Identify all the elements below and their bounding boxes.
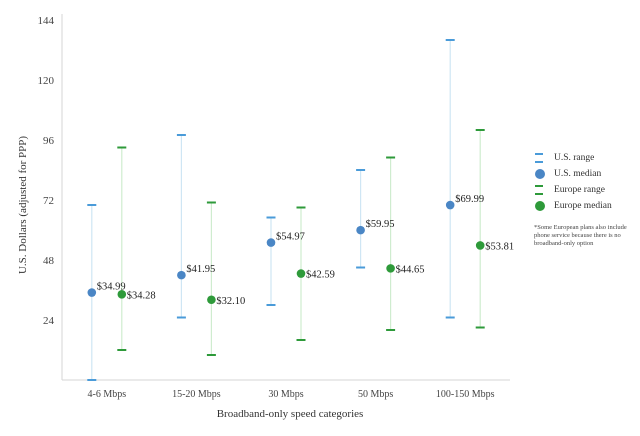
eu-median-point <box>207 295 216 305</box>
us-median-label: $41.95 <box>186 264 215 275</box>
legend-eu-range: Europe range <box>534 182 638 198</box>
x-tick-label: 100-150 Mbps <box>436 389 495 400</box>
eu-median-label: $53.81 <box>485 241 514 252</box>
us-median-symbol <box>534 167 548 181</box>
x-tick-label: 30 Mbps <box>268 389 303 400</box>
us-median-label: $34.99 <box>97 282 126 293</box>
y-axis: 24 48 72 96 120 144 <box>38 14 63 380</box>
us-median-point <box>356 225 365 235</box>
eu-median-point <box>296 269 306 278</box>
legend-footnote: *Some European plans also include phone … <box>534 224 627 247</box>
eu-median-label: $32.10 <box>216 296 245 307</box>
legend-eu-range-label: Europe range <box>554 185 605 195</box>
us-median-point <box>177 270 186 280</box>
eu-range-symbol <box>534 183 548 197</box>
x-tick-label: 15-20 Mbps <box>172 389 221 400</box>
x-axis: 4-6 Mbps 15-20 Mbps 30 Mbps 50 Mbps 100-150 … <box>62 379 510 400</box>
x-tick-label: 50 Mbps <box>358 389 393 400</box>
legend-us-median: U.S. median <box>534 166 638 182</box>
y-tick-label: 48 <box>43 255 55 267</box>
legend-us-range-label: U.S. range <box>554 153 595 163</box>
median-points: $34.99 $41.95 $54.97 $59.95 $69.99 $34.28 $32.… <box>87 194 514 307</box>
us-median-point <box>87 288 97 297</box>
x-tick-label: 4-6 Mbps <box>87 389 126 400</box>
eu-median-label: $34.28 <box>127 290 156 301</box>
legend-eu-median-label: Europe median <box>554 201 612 211</box>
y-axis-label: U.S. Dollars (adjusted for PPP) <box>17 136 29 274</box>
y-tick-label: 24 <box>43 315 55 327</box>
eu-median-point <box>475 241 485 250</box>
us-range-symbol <box>534 151 548 165</box>
legend: U.S. range U.S. median Europe range Euro… <box>534 150 638 248</box>
eu-median-point <box>386 264 395 273</box>
legend-us-range: U.S. range <box>534 150 638 166</box>
us-median-label: $69.99 <box>455 194 484 205</box>
us-median-label: $54.97 <box>276 232 305 243</box>
us-median-label: $59.95 <box>366 219 395 230</box>
range-lines <box>87 39 485 381</box>
eu-median-label: $42.59 <box>306 270 335 281</box>
us-median-point <box>266 238 276 247</box>
y-tick-label: 96 <box>43 135 55 147</box>
legend-us-median-label: U.S. median <box>554 169 602 179</box>
y-tick-label: 120 <box>38 75 55 87</box>
y-tick-label: 144 <box>38 15 55 27</box>
us-median-point <box>445 200 455 210</box>
eu-median-point <box>117 290 127 299</box>
eu-median-symbol <box>534 199 548 213</box>
y-tick-label: 72 <box>43 195 54 207</box>
legend-eu-median: Europe median <box>534 198 638 214</box>
eu-median-label: $44.65 <box>396 264 425 275</box>
x-axis-label: Broadband-only speed categories <box>217 408 364 420</box>
